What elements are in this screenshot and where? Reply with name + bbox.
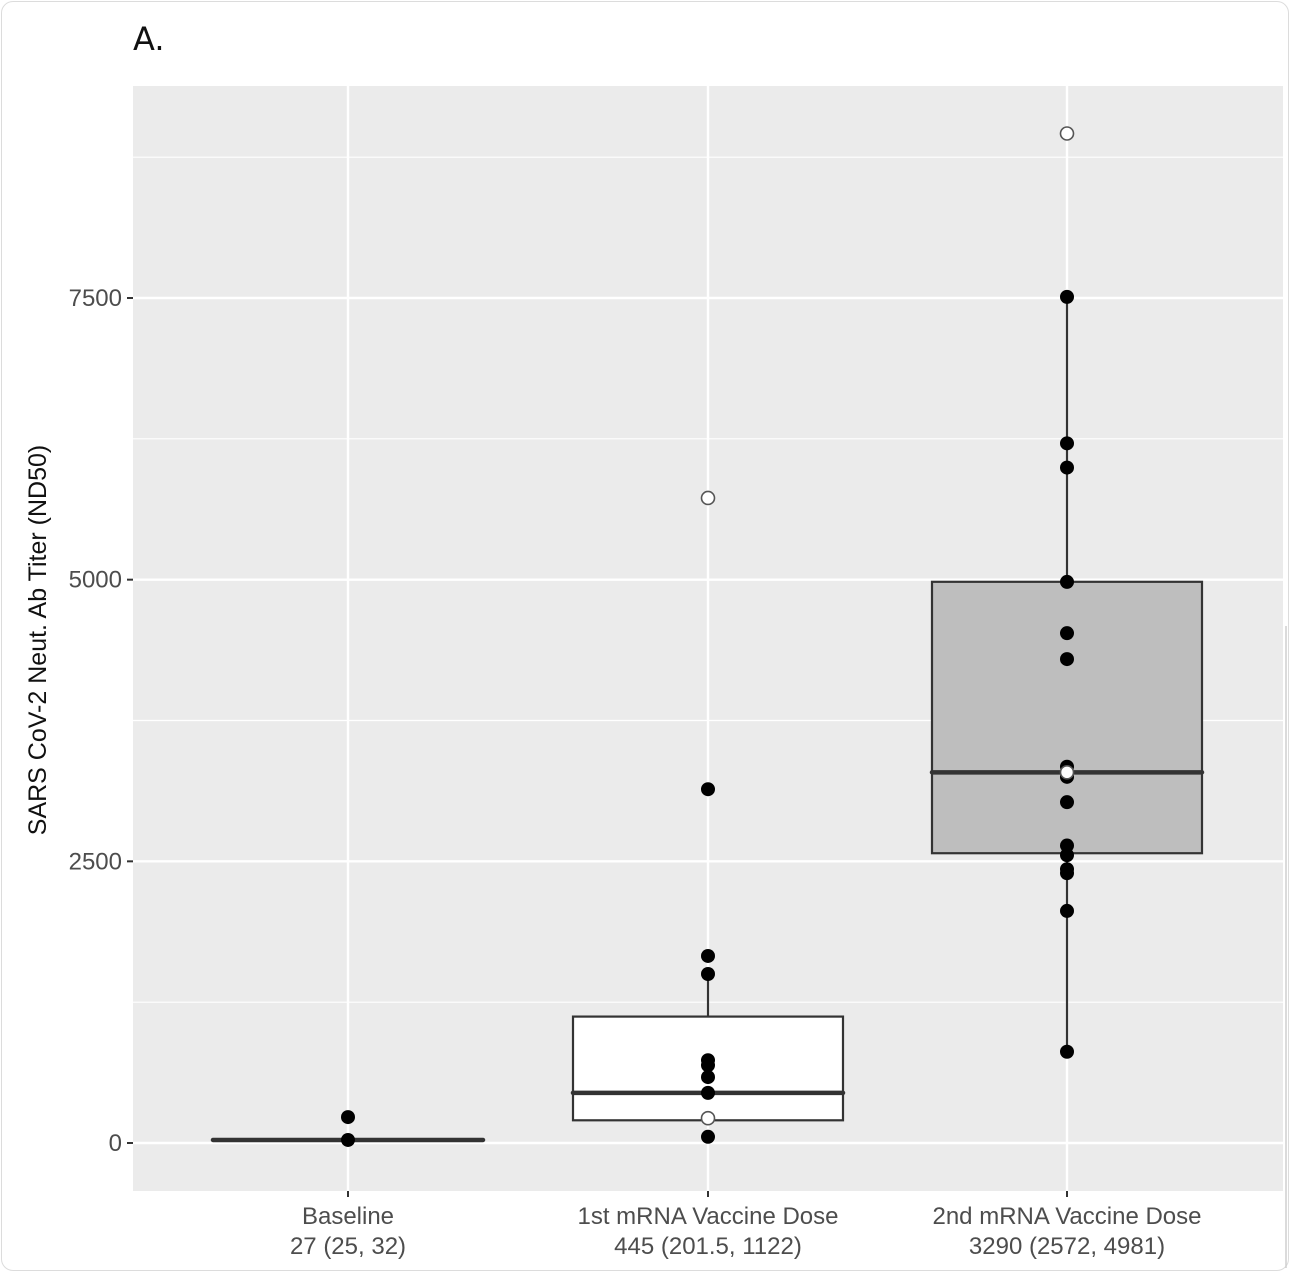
data-point	[1060, 1044, 1074, 1059]
data-point	[1060, 848, 1074, 863]
points	[341, 126, 1075, 1147]
data-point	[701, 782, 715, 797]
x-tick-label: 1st mRNA Vaccine Dose	[578, 1203, 839, 1230]
data-point	[1060, 460, 1074, 475]
data-point	[1060, 436, 1074, 451]
data-point	[1060, 866, 1074, 881]
outlier-point	[1059, 126, 1075, 141]
y-axis-title: SARS CoV-2 Neut. Ab Titer (ND50)	[24, 445, 52, 835]
x-axis: Baseline 27 (25, 32) 1st mRNA Vaccine Dose…	[290, 1191, 1202, 1260]
data-point	[1060, 903, 1074, 918]
data-point	[1060, 289, 1074, 304]
data-point	[701, 1058, 715, 1073]
y-axis: 0 2500 5000 7500	[69, 285, 133, 1157]
data-point	[1060, 652, 1074, 667]
data-point	[701, 1085, 715, 1100]
data-point	[1060, 574, 1074, 589]
y-tick-label: 7500	[69, 285, 122, 312]
data-point	[1060, 626, 1074, 641]
outlier-point	[1059, 765, 1075, 780]
x-tick-label: Baseline	[302, 1203, 394, 1230]
panel-label: A.	[133, 20, 165, 58]
y-tick-label: 2500	[69, 848, 122, 875]
data-point	[1060, 795, 1074, 810]
x-tick-label: 2nd mRNA Vaccine Dose	[932, 1203, 1201, 1230]
data-point	[701, 967, 715, 981]
outlier-point	[700, 1110, 716, 1126]
y-tick-label: 5000	[69, 567, 122, 594]
x-tick-summary: 3290 (2572, 4981)	[969, 1233, 1165, 1260]
data-point	[701, 948, 715, 963]
data-point	[1060, 838, 1074, 853]
outlier-point	[700, 490, 716, 506]
box-iqr	[930, 580, 1204, 855]
data-point	[341, 1110, 355, 1125]
data-point	[701, 1129, 715, 1144]
data-point	[701, 1070, 715, 1085]
data-point	[341, 1132, 355, 1147]
y-tick-label: 0	[109, 1130, 122, 1157]
x-tick-summary: 27 (25, 32)	[290, 1233, 406, 1260]
x-tick-summary: 445 (201.5, 1122)	[614, 1233, 802, 1260]
